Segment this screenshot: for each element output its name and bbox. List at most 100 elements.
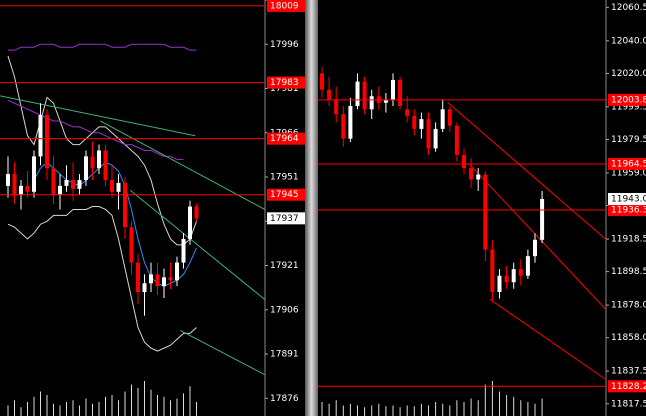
candle-body xyxy=(149,274,153,284)
volume-bar xyxy=(111,395,113,416)
candle-body xyxy=(45,115,49,169)
candle-body xyxy=(533,239,537,257)
y-tick-label: 11858.0 xyxy=(611,333,646,343)
volume-bar xyxy=(85,398,87,416)
y-tick-label: 11878.0 xyxy=(611,301,646,311)
candle-body xyxy=(103,150,108,180)
candle-body xyxy=(504,275,509,283)
y-tick-label: 12040.0 xyxy=(611,36,646,46)
volume-bar xyxy=(27,402,28,416)
volume-bar xyxy=(420,403,422,416)
y-tick-label: 17876 xyxy=(270,394,299,404)
volume-bar xyxy=(499,391,500,416)
volume-bar xyxy=(189,386,191,416)
candle-body xyxy=(175,262,179,281)
volume-bar xyxy=(342,405,344,416)
candle-body xyxy=(71,179,75,189)
candle-body xyxy=(398,79,403,107)
price-level-label: 12003.8 xyxy=(611,95,646,105)
candle-body xyxy=(383,99,388,103)
y-tick-label: 12020.0 xyxy=(611,69,646,79)
candle-body xyxy=(355,81,360,107)
candle-body xyxy=(540,199,545,240)
price-level-tag xyxy=(608,203,646,216)
volume-bar xyxy=(150,389,152,416)
volume-bar xyxy=(406,405,408,416)
candle-body xyxy=(136,262,140,293)
volume-bar xyxy=(196,402,197,416)
volume-bar xyxy=(506,395,508,416)
candle-body xyxy=(334,99,339,115)
volume-bar xyxy=(124,391,126,416)
volume-bar xyxy=(513,396,515,416)
candle-body xyxy=(511,269,516,283)
y-tick-label: 11837.5 xyxy=(611,367,646,377)
indicator-line xyxy=(7,99,184,160)
volume-bar xyxy=(484,384,486,416)
price-level-tag xyxy=(608,193,646,206)
candle-body xyxy=(123,182,127,228)
candle-body xyxy=(454,125,459,155)
candle-body xyxy=(155,274,160,287)
trend-line xyxy=(180,329,265,376)
volume-bar xyxy=(7,405,9,416)
volume-bar xyxy=(321,402,323,416)
price-level-tag xyxy=(608,157,646,170)
y-tick-label: 11898.5 xyxy=(611,267,646,277)
candle-body xyxy=(84,156,88,180)
candle-body xyxy=(369,96,374,110)
candle-body xyxy=(181,238,186,263)
volume-bar xyxy=(92,403,93,416)
candle-body xyxy=(116,182,121,192)
price-level-tag xyxy=(267,212,305,225)
volume-bar xyxy=(137,388,139,416)
price-level-label: 18009 xyxy=(270,1,299,11)
trend-line xyxy=(0,95,196,137)
volume-bar xyxy=(59,405,61,416)
volume-bar xyxy=(456,400,458,416)
volume-bar xyxy=(176,398,178,416)
volume-bar xyxy=(40,391,41,416)
y-tick-label: 17906 xyxy=(270,305,299,315)
volume-bar xyxy=(413,406,415,416)
candle-body xyxy=(194,206,199,219)
y-tick-label: 17921 xyxy=(270,261,299,271)
candle-body xyxy=(483,174,488,250)
candle-body xyxy=(97,150,101,169)
volume-bar xyxy=(66,402,67,416)
candle-body xyxy=(6,174,10,186)
candle-body xyxy=(525,256,530,276)
candle-body xyxy=(58,185,62,195)
candle-body xyxy=(162,277,166,287)
candle-body xyxy=(426,119,431,149)
volume-bar xyxy=(144,381,145,416)
candle-body xyxy=(391,79,395,100)
y-tick-label: 17996 xyxy=(270,40,299,50)
y-tick-label: 11979.5 xyxy=(611,135,646,145)
candle-body xyxy=(362,81,367,110)
candle-body xyxy=(51,168,56,195)
y-tick-label: 17981 xyxy=(270,84,299,94)
y-tick-label: 17951 xyxy=(270,173,299,183)
volume-bar xyxy=(491,381,493,416)
candle-body xyxy=(440,109,445,129)
volume-bar xyxy=(46,395,48,416)
volume-bar xyxy=(335,400,337,416)
candle-body xyxy=(19,185,23,195)
candle-body xyxy=(38,115,43,157)
candle-body xyxy=(433,128,438,149)
y-tick-label: 11959.0 xyxy=(611,168,646,178)
volume-bar xyxy=(72,400,74,416)
volume-bar xyxy=(79,405,80,416)
candle-body xyxy=(32,156,36,192)
price-level-label: 17983 xyxy=(270,78,299,88)
panel-divider[interactable] xyxy=(305,0,318,416)
candle-body xyxy=(90,156,95,169)
y-tick-label: 11999.5 xyxy=(611,102,646,112)
price-level-label: 11936.3 xyxy=(611,205,646,215)
candle-body xyxy=(412,115,417,129)
price-level-tag xyxy=(267,188,305,201)
volume-bar xyxy=(105,396,106,416)
